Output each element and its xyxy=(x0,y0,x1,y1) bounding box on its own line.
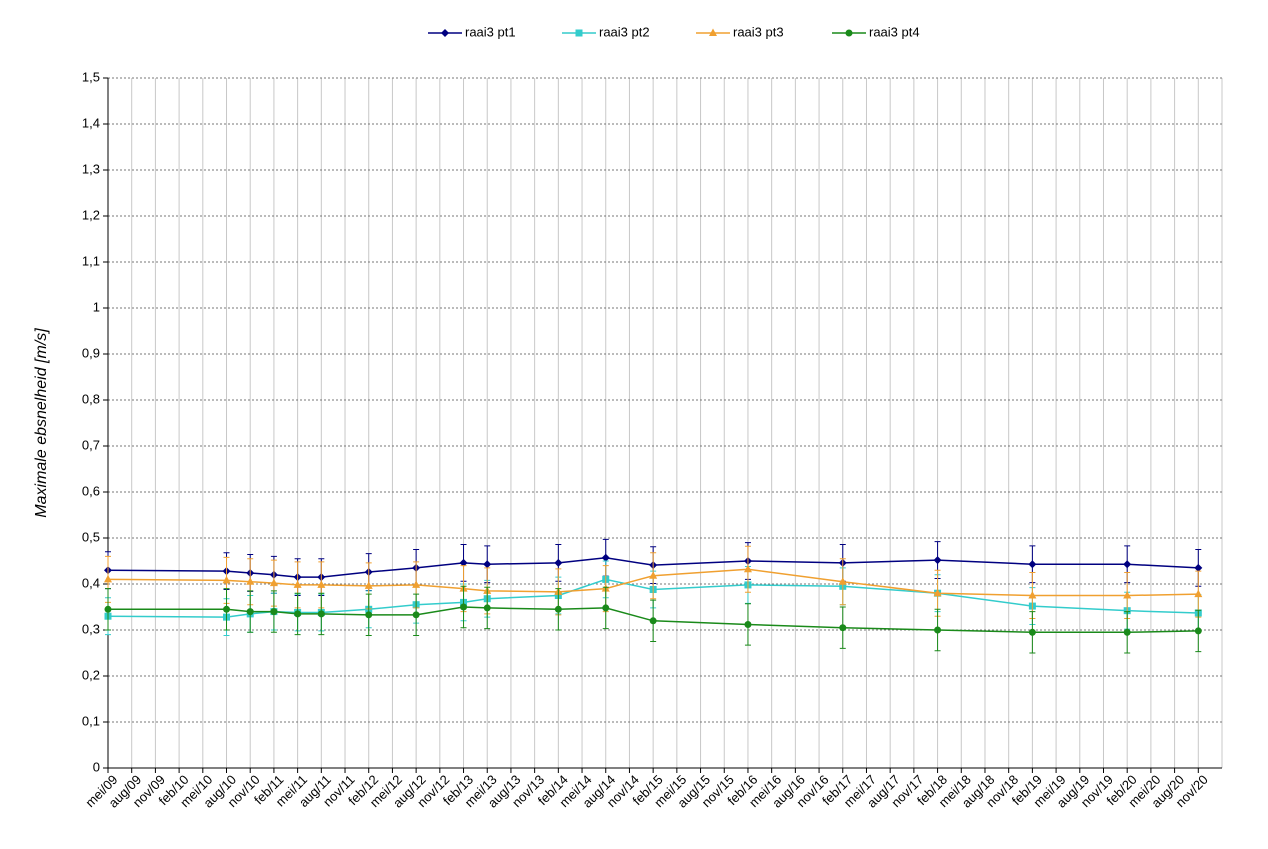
marker xyxy=(933,588,942,597)
legend-label: raai3 pt4 xyxy=(869,24,920,39)
marker xyxy=(743,564,752,573)
y-tick-label: 1,2 xyxy=(82,207,100,222)
marker xyxy=(317,580,326,588)
marker xyxy=(1028,628,1036,636)
marker xyxy=(317,610,325,618)
marker xyxy=(575,29,583,37)
marker xyxy=(483,604,491,612)
marker xyxy=(744,620,752,628)
marker xyxy=(364,581,373,589)
y-tick-label: 0,1 xyxy=(82,713,100,728)
marker xyxy=(709,28,717,36)
marker xyxy=(1123,591,1132,599)
legend-label: raai3 pt1 xyxy=(465,24,516,39)
marker xyxy=(933,556,942,565)
marker xyxy=(845,29,853,37)
marker xyxy=(1028,560,1037,569)
marker xyxy=(294,610,302,618)
marker xyxy=(270,608,278,616)
y-tick-label: 0,2 xyxy=(82,667,100,682)
marker xyxy=(649,571,658,579)
legend-label: raai3 pt2 xyxy=(599,24,650,39)
marker xyxy=(223,605,231,613)
marker xyxy=(441,29,449,37)
y-tick-label: 0,9 xyxy=(82,345,100,360)
y-tick-label: 0 xyxy=(93,759,100,774)
marker xyxy=(1028,591,1037,599)
marker xyxy=(601,553,610,562)
marker xyxy=(412,611,420,619)
y-tick-label: 1,3 xyxy=(82,161,100,176)
marker xyxy=(554,605,562,613)
y-tick-label: 0,8 xyxy=(82,391,100,406)
marker xyxy=(460,603,468,611)
marker xyxy=(838,577,847,585)
marker xyxy=(104,605,112,613)
marker xyxy=(222,575,231,584)
marker xyxy=(459,558,468,567)
marker xyxy=(554,558,563,567)
y-tick-label: 0,6 xyxy=(82,483,100,498)
marker xyxy=(1123,560,1132,569)
marker xyxy=(483,560,492,569)
marker xyxy=(649,617,657,625)
marker xyxy=(1194,627,1202,635)
y-tick-label: 0,7 xyxy=(82,437,100,452)
marker xyxy=(104,574,112,583)
y-axis-title: Maximale ebsnelheid [m/s] xyxy=(33,328,50,518)
y-tick-label: 0,4 xyxy=(82,575,100,590)
marker xyxy=(1194,589,1203,598)
marker xyxy=(1123,628,1131,636)
y-tick-label: 0,3 xyxy=(82,621,100,636)
marker xyxy=(602,604,610,612)
marker xyxy=(934,626,942,634)
marker xyxy=(839,624,847,632)
y-tick-label: 1,5 xyxy=(82,69,100,84)
marker xyxy=(293,580,302,588)
y-tick-label: 1,4 xyxy=(82,115,100,130)
marker xyxy=(269,578,278,587)
marker xyxy=(1194,563,1203,572)
y-tick-label: 1 xyxy=(93,299,100,314)
marker xyxy=(365,611,373,619)
legend-label: raai3 pt3 xyxy=(733,24,784,39)
marker xyxy=(246,608,254,616)
marker xyxy=(246,577,255,585)
y-tick-label: 1,1 xyxy=(82,253,100,268)
marker xyxy=(412,580,421,588)
y-tick-label: 0,5 xyxy=(82,529,100,544)
